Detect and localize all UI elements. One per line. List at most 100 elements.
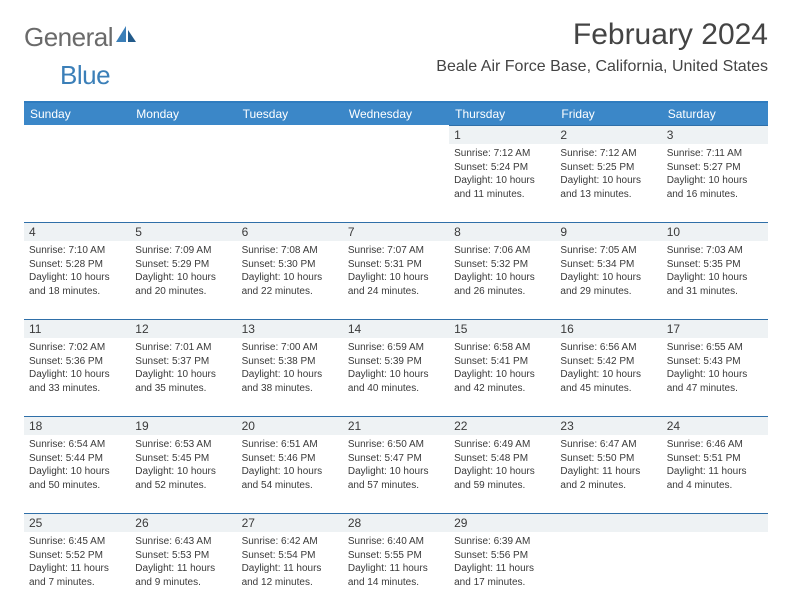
sunrise-text: Sunrise: 7:12 AM — [560, 147, 655, 161]
daylight-line1: Daylight: 11 hours — [667, 465, 762, 479]
day-cell: Sunrise: 6:40 AMSunset: 5:55 PMDaylight:… — [343, 532, 449, 610]
day-number: 17 — [662, 320, 768, 338]
day-cell: Sunrise: 7:09 AMSunset: 5:29 PMDaylight:… — [130, 241, 236, 319]
sunrise-text: Sunrise: 7:10 AM — [29, 244, 124, 258]
sunset-text: Sunset: 5:41 PM — [454, 355, 549, 369]
day-number: 10 — [662, 223, 768, 241]
daylight-line2: and 50 minutes. — [29, 479, 124, 493]
day-cell: Sunrise: 7:06 AMSunset: 5:32 PMDaylight:… — [449, 241, 555, 319]
daylight-line2: and 7 minutes. — [29, 576, 124, 590]
sunset-text: Sunset: 5:45 PM — [135, 452, 230, 466]
daylight-line1: Daylight: 11 hours — [454, 562, 549, 576]
day-cell — [662, 532, 768, 610]
sunrise-text: Sunrise: 7:05 AM — [560, 244, 655, 258]
sunrise-text: Sunrise: 7:01 AM — [135, 341, 230, 355]
sunrise-text: Sunrise: 6:56 AM — [560, 341, 655, 355]
day-header-thursday: Thursday — [449, 103, 555, 125]
day-cell — [555, 532, 661, 610]
daylight-line1: Daylight: 10 hours — [29, 465, 124, 479]
sunset-text: Sunset: 5:39 PM — [348, 355, 443, 369]
day-number — [130, 125, 236, 144]
day-number — [555, 514, 661, 532]
sunrise-text: Sunrise: 7:02 AM — [29, 341, 124, 355]
week-row: Sunrise: 6:45 AMSunset: 5:52 PM Daylight:… — [24, 532, 768, 610]
day-cell: Sunrise: 6:47 AMSunset: 5:50 PMDaylight:… — [555, 435, 661, 513]
day-cell: Sunrise: 7:12 AMSunset: 5:24 PMDaylight:… — [449, 144, 555, 222]
sunset-text: Sunset: 5:52 PM — [29, 549, 124, 563]
day-number — [662, 514, 768, 532]
daylight-line1: Daylight: 10 hours — [560, 368, 655, 382]
day-number-row: 11121314151617 — [24, 319, 768, 338]
daylight-line1: Daylight: 10 hours — [667, 368, 762, 382]
sunrise-text: Sunrise: 6:53 AM — [135, 438, 230, 452]
day-cell: Sunrise: 6:53 AMSunset: 5:45 PMDaylight:… — [130, 435, 236, 513]
sunset-text: Sunset: 5:36 PM — [29, 355, 124, 369]
sunset-text: Sunset: 5:34 PM — [560, 258, 655, 272]
day-number: 2 — [555, 125, 661, 144]
sunset-text: Sunset: 5:55 PM — [348, 549, 443, 563]
sunrise-text: Sunrise: 6:46 AM — [667, 438, 762, 452]
day-cell: Sunrise: 6:39 AMSunset: 5:56 PMDaylight:… — [449, 532, 555, 610]
daylight-line2: and 42 minutes. — [454, 382, 549, 396]
daylight-line2: and 52 minutes. — [135, 479, 230, 493]
daylight-line2: and 4 minutes. — [667, 479, 762, 493]
sunrise-text: Sunrise: 7:07 AM — [348, 244, 443, 258]
week-row: Sunrise: 7:10 AMSunset: 5:28 PMDaylight:… — [24, 241, 768, 319]
day-number: 13 — [237, 320, 343, 338]
daylight-line1: Daylight: 10 hours — [135, 465, 230, 479]
day-number: 11 — [24, 320, 130, 338]
sunset-text: Sunset: 5:47 PM — [348, 452, 443, 466]
daylight-line2: and 14 minutes. — [348, 576, 443, 590]
day-number: 29 — [449, 514, 555, 532]
day-number: 18 — [24, 417, 130, 435]
day-number: 12 — [130, 320, 236, 338]
sunset-text: Sunset: 5:50 PM — [560, 452, 655, 466]
day-number-row: 18192021222324 — [24, 416, 768, 435]
daylight-line1: Daylight: 11 hours — [560, 465, 655, 479]
day-number: 25 — [24, 514, 130, 532]
day-cell: Sunrise: 7:07 AMSunset: 5:31 PMDaylight:… — [343, 241, 449, 319]
day-cell: Sunrise: 6:45 AMSunset: 5:52 PMDaylight:… — [24, 532, 130, 610]
sunrise-text: Sunrise: 7:08 AM — [242, 244, 337, 258]
sunset-text: Sunset: 5:32 PM — [454, 258, 549, 272]
sunrise-text: Sunrise: 6:54 AM — [29, 438, 124, 452]
day-number — [343, 125, 449, 144]
sunset-text: Sunset: 5:38 PM — [242, 355, 337, 369]
daylight-line1: Daylight: 10 hours — [560, 174, 655, 188]
day-number: 4 — [24, 223, 130, 241]
sunrise-text: Sunrise: 6:45 AM — [29, 535, 124, 549]
day-header-tuesday: Tuesday — [237, 103, 343, 125]
daylight-line1: Daylight: 10 hours — [454, 368, 549, 382]
daylight-line2: and 33 minutes. — [29, 382, 124, 396]
logo-text-general: General — [24, 22, 113, 53]
day-number: 22 — [449, 417, 555, 435]
day-cell: Sunrise: 7:00 AMSunset: 5:38 PMDaylight:… — [237, 338, 343, 416]
day-number: 26 — [130, 514, 236, 532]
day-cell: Sunrise: 6:51 AMSunset: 5:46 PMDaylight:… — [237, 435, 343, 513]
day-number: 14 — [343, 320, 449, 338]
daylight-line1: Daylight: 10 hours — [454, 465, 549, 479]
sunrise-text: Sunrise: 6:39 AM — [454, 535, 549, 549]
day-cell: Sunrise: 6:50 AMSunset: 5:47 PMDaylight:… — [343, 435, 449, 513]
day-cell: Sunrise: 6:58 AMSunset: 5:41 PMDaylight:… — [449, 338, 555, 416]
logo-sail-icon — [116, 25, 138, 48]
day-cell: Sunrise: 6:55 AMSunset: 5:43 PMDaylight:… — [662, 338, 768, 416]
sunset-text: Sunset: 5:29 PM — [135, 258, 230, 272]
daylight-line1: Daylight: 10 hours — [242, 465, 337, 479]
day-header-monday: Monday — [130, 103, 236, 125]
sunrise-text: Sunrise: 6:59 AM — [348, 341, 443, 355]
daylight-line2: and 47 minutes. — [667, 382, 762, 396]
day-cell: Sunrise: 6:42 AMSunset: 5:54 PMDaylight:… — [237, 532, 343, 610]
daylight-line2: and 29 minutes. — [560, 285, 655, 299]
daylight-line2: and 13 minutes. — [560, 188, 655, 202]
day-number: 15 — [449, 320, 555, 338]
day-cell: Sunrise: 7:08 AMSunset: 5:30 PMDaylight:… — [237, 241, 343, 319]
daylight-line1: Daylight: 10 hours — [242, 271, 337, 285]
day-number-row: 45678910 — [24, 222, 768, 241]
day-cell — [24, 144, 130, 222]
daylight-line2: and 59 minutes. — [454, 479, 549, 493]
day-number: 23 — [555, 417, 661, 435]
day-number: 27 — [237, 514, 343, 532]
day-number: 3 — [662, 125, 768, 144]
day-number: 28 — [343, 514, 449, 532]
